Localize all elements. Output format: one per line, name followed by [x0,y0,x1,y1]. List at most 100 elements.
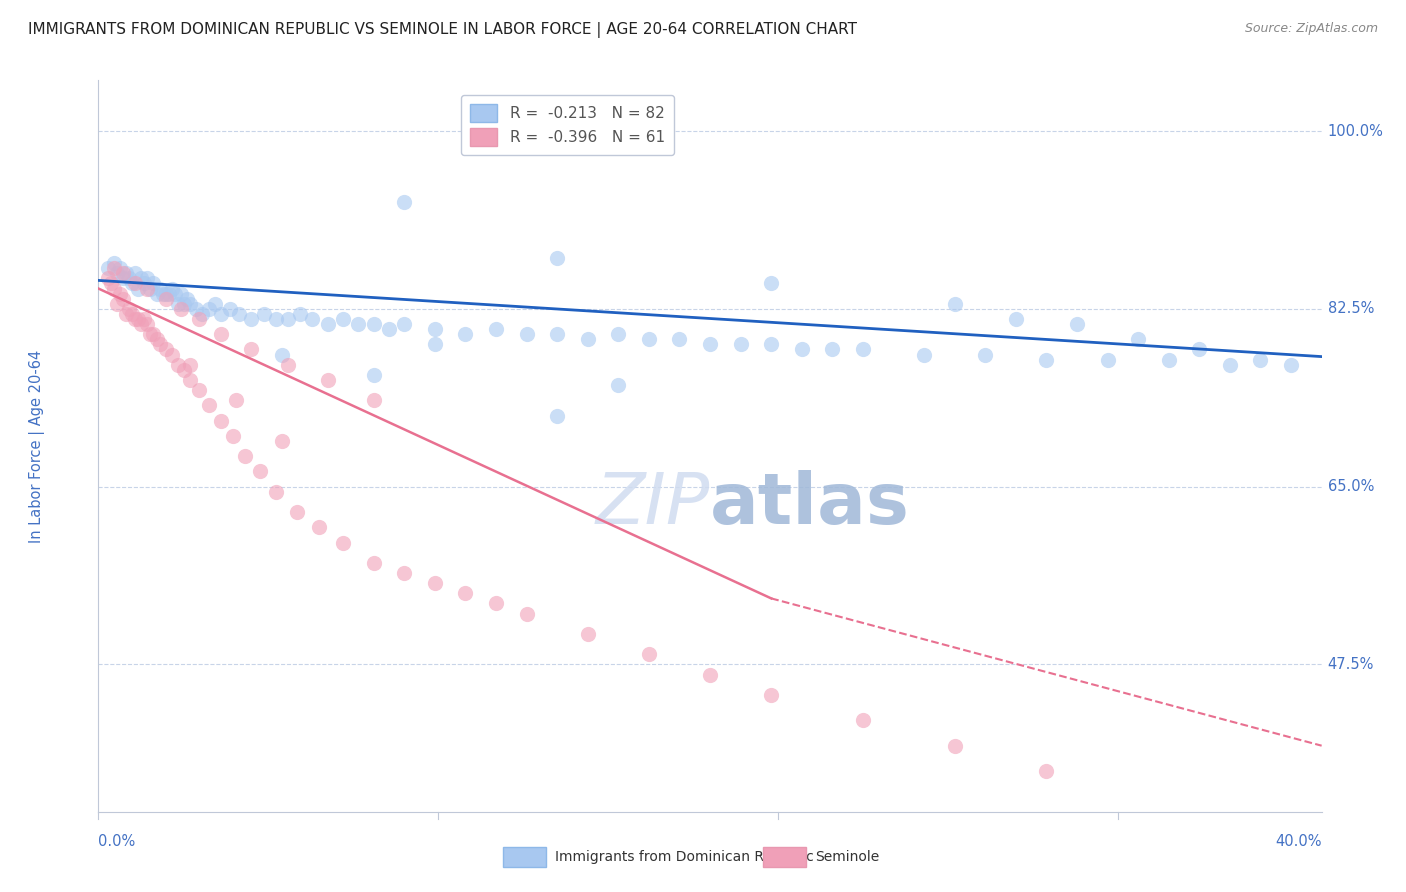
Point [225,393,247,408]
Point [121,277,143,291]
Point [105,297,128,311]
Point [423,322,446,336]
Point [191,307,214,321]
Point [209,414,232,428]
Point [277,312,299,326]
Point [249,464,271,478]
Point [454,327,477,342]
Point [974,347,997,362]
Text: 0.0%: 0.0% [98,834,135,849]
Point [546,409,568,423]
Point [454,586,477,600]
Point [127,281,149,295]
Text: atlas: atlas [710,470,910,539]
Point [1035,352,1057,367]
Point [160,281,183,295]
Point [546,251,568,265]
Point [179,373,201,387]
Point [179,358,201,372]
Point [308,520,330,534]
Point [1035,764,1057,778]
Point [301,312,323,326]
Point [790,343,813,357]
Point [943,739,966,753]
Point [134,312,156,326]
Point [485,597,508,611]
Point [209,307,232,321]
Point [316,373,339,387]
Text: Seminole: Seminole [815,850,880,864]
Point [485,322,508,336]
Text: Source: ZipAtlas.com: Source: ZipAtlas.com [1244,22,1378,36]
Point [97,261,120,276]
Point [111,266,134,280]
Point [115,266,138,280]
Point [176,292,198,306]
Point [118,301,141,316]
Point [111,292,134,306]
Point [136,271,159,285]
Point [142,327,165,342]
Point [668,332,690,346]
Point [546,327,568,342]
Point [197,301,219,316]
Point [170,301,193,316]
Point [699,667,721,681]
Point [264,484,287,499]
Point [118,271,141,285]
Point [378,322,401,336]
Point [423,576,446,591]
Point [607,378,630,392]
Point [209,327,232,342]
Point [124,277,146,291]
Point [637,647,661,661]
Point [121,307,143,321]
Point [173,363,195,377]
Point [108,261,131,276]
Point [1097,352,1119,367]
Point [332,535,354,549]
Point [516,327,538,342]
Point [170,286,193,301]
Point [188,312,211,326]
Point [699,337,721,351]
Point [222,429,245,443]
Text: In Labor Force | Age 20-64: In Labor Force | Age 20-64 [30,350,45,542]
Point [240,312,263,326]
Point [204,297,226,311]
Point [152,286,174,301]
Point [145,286,167,301]
Point [186,301,208,316]
Point [145,332,167,346]
Point [1128,332,1150,346]
Point [105,266,128,280]
Point [136,281,159,295]
Point [155,292,177,306]
Point [363,393,385,408]
Point [179,297,201,311]
Point [270,347,292,362]
Point [197,398,219,412]
Point [576,627,599,641]
Point [127,312,149,326]
Point [155,286,177,301]
Point [290,307,312,321]
Point [852,343,875,357]
Point [270,434,292,448]
Point [363,317,385,331]
Point [124,312,146,326]
Point [136,317,159,331]
Point [103,281,125,295]
Text: 82.5%: 82.5% [1327,301,1374,317]
Point [1219,358,1241,372]
Point [730,337,752,351]
Point [392,195,416,210]
Point [264,312,287,326]
Text: 65.0%: 65.0% [1327,479,1374,494]
Point [516,607,538,621]
Point [316,317,339,331]
Point [277,358,299,372]
Point [1249,352,1271,367]
Point [139,327,162,342]
Point [392,566,416,580]
